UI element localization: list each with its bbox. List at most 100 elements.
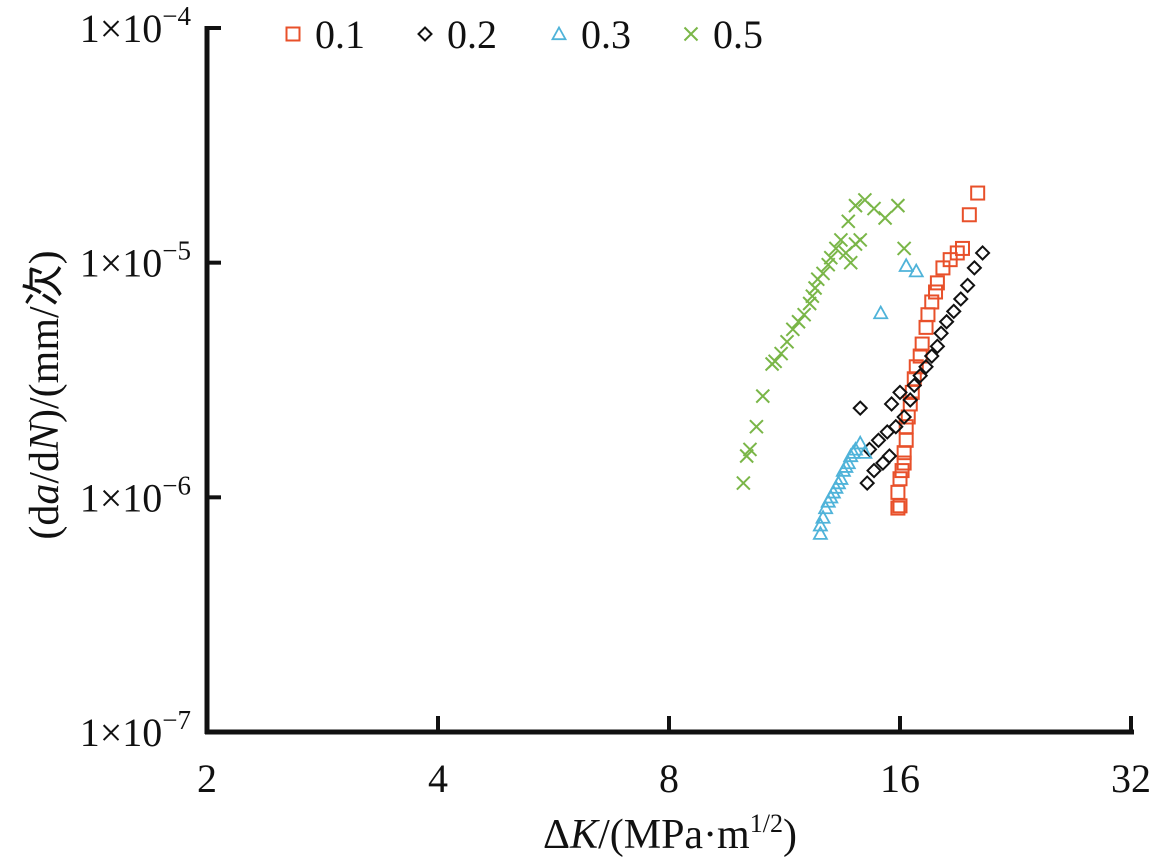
- data-point: [755, 388, 770, 404]
- data-point: [923, 348, 940, 364]
- series-0-1: [890, 185, 986, 516]
- data-point: [870, 432, 887, 449]
- data-point: [896, 455, 912, 471]
- data-point: [887, 418, 904, 435]
- legend-label: 0.2: [447, 12, 497, 57]
- y-title-p1: (d: [22, 505, 68, 540]
- y-title-p2: /d: [22, 451, 68, 484]
- legend-marker: [550, 25, 568, 41]
- series-0-3: [812, 257, 925, 540]
- data-point: [974, 245, 991, 261]
- x-title-delta: Δ: [543, 812, 570, 858]
- data-point: [872, 304, 889, 320]
- data-point: [767, 354, 783, 369]
- legend-item: 0.5: [683, 12, 763, 57]
- y-axis-title: (da/dN)/(mm/次): [22, 250, 68, 539]
- data-point: [814, 509, 832, 524]
- x-title-var: K: [569, 812, 600, 858]
- x-tick-label: 4: [428, 756, 448, 801]
- data-point: [736, 475, 751, 491]
- legend: 0.1 0.2 0.3 0.5: [285, 12, 763, 57]
- y-tick-label-base: 1×10: [80, 6, 163, 51]
- data-point: [791, 314, 806, 329]
- data-point: [949, 245, 965, 261]
- plot-area: 1×10−71×10−61×10−51×10−4 2 4 8 16 32: [80, 1, 1151, 801]
- data-point: [970, 185, 986, 201]
- data-point: [815, 266, 831, 281]
- data-point: [920, 307, 936, 323]
- y-tick-label: 1×10−5: [80, 236, 191, 286]
- data-point: [892, 471, 908, 487]
- y-tick-label: 1×10−6: [80, 470, 191, 520]
- data-point: [881, 448, 898, 464]
- data-point: [859, 475, 876, 492]
- x-axis-ticks: 2 4 8 16 32: [197, 716, 1151, 801]
- data-point: [890, 500, 906, 516]
- x-title-close: ): [783, 812, 797, 858]
- data-point: [894, 463, 910, 479]
- data-point: [898, 432, 914, 448]
- x-title-unit: /(MPa·m: [598, 812, 750, 858]
- data-point: [879, 424, 896, 440]
- data-point: [952, 291, 969, 307]
- y-tick-label-base: 1×10: [80, 475, 163, 520]
- data-point: [823, 250, 839, 265]
- data-point: [945, 303, 962, 320]
- legend-item: 0.2: [417, 12, 497, 57]
- legend-marker: [417, 26, 433, 42]
- legend-label: 0.3: [581, 12, 631, 57]
- x-tick-label: 32: [1111, 756, 1151, 801]
- data-point: [866, 201, 882, 216]
- data-point: [852, 400, 869, 417]
- data-point: [785, 322, 801, 337]
- x-tick-label: 2: [197, 756, 217, 801]
- data-point: [807, 280, 823, 296]
- data-point: [848, 198, 863, 213]
- data-point: [853, 232, 868, 248]
- data-point: [805, 288, 820, 304]
- data-point: [933, 325, 950, 342]
- data-point: [883, 396, 900, 412]
- series-0-5: [736, 192, 912, 491]
- legend-marker: [683, 26, 699, 42]
- legend-item: 0.3: [550, 12, 631, 57]
- data-point: [954, 240, 970, 256]
- data-point: [918, 319, 934, 335]
- data-point: [896, 241, 912, 256]
- data-point: [890, 484, 906, 500]
- data-point: [812, 525, 829, 540]
- data-point: [908, 262, 925, 278]
- y-title-p3: )/(mm/次): [22, 250, 68, 423]
- y-tick-label: 1×10−7: [80, 705, 191, 755]
- data-point: [929, 275, 945, 291]
- data-point: [914, 336, 930, 352]
- y-tick-label-exp: −6: [162, 470, 191, 500]
- data-point: [773, 346, 789, 361]
- data-point: [832, 470, 849, 485]
- data-series: [736, 185, 991, 540]
- y-title-a: a: [22, 484, 68, 505]
- data-point: [902, 392, 919, 408]
- legend-label: 0.1: [315, 12, 365, 57]
- data-point: [856, 444, 873, 459]
- y-tick-label-base: 1×10: [80, 241, 163, 286]
- data-point: [929, 338, 946, 355]
- data-point: [852, 434, 869, 450]
- data-point: [812, 516, 829, 532]
- legend-marker: [285, 26, 301, 42]
- data-point: [749, 419, 764, 434]
- data-point: [898, 257, 915, 272]
- data-point: [892, 384, 908, 401]
- data-point: [833, 232, 849, 248]
- data-point: [902, 396, 918, 412]
- data-point: [961, 207, 977, 223]
- data-point: [906, 377, 923, 394]
- data-point: [918, 358, 934, 375]
- y-tick-label-exp: −7: [162, 705, 191, 735]
- data-point: [866, 462, 882, 479]
- y-tick-label-exp: −5: [162, 236, 191, 266]
- data-point: [877, 210, 893, 226]
- x-tick-label: 16: [880, 756, 920, 801]
- legend-label: 0.5: [713, 12, 763, 57]
